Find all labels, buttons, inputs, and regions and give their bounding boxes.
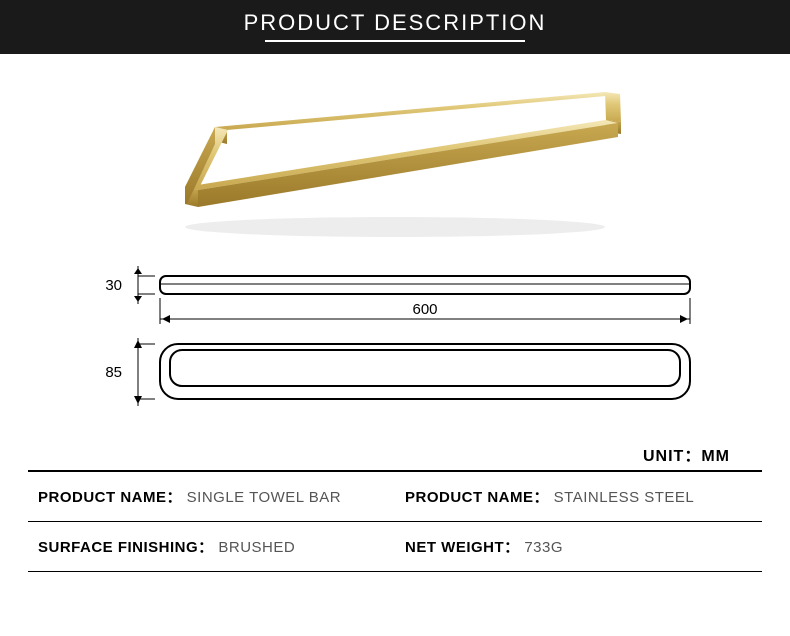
unit-row: UNIT：MM: [0, 434, 790, 470]
dimension-drawing-svg: 30 600 85: [60, 264, 730, 429]
technical-drawing: 30 600 85: [0, 254, 790, 434]
unit-value: MM: [701, 448, 730, 465]
spec-value: STAINLESS STEEL: [554, 489, 695, 506]
table-row: SURFACE FINISHING： BRUSHED NET WEIGHT： 7…: [28, 522, 762, 572]
spec-value: SINGLE TOWEL BAR: [187, 489, 341, 506]
dim-length: 600: [412, 301, 437, 318]
spec-label: NET WEIGHT：: [405, 539, 520, 556]
header-underline: [265, 40, 525, 42]
unit-label: UNIT：: [643, 448, 701, 465]
table-row: PRODUCT NAME： SINGLE TOWEL BAR PRODUCT N…: [28, 472, 762, 522]
spec-cell: SURFACE FINISHING： BRUSHED: [28, 522, 395, 571]
spec-cell: NET WEIGHT： 733G: [395, 522, 762, 571]
header-bar: PRODUCT DESCRIPTION: [0, 0, 790, 54]
spec-cell: PRODUCT NAME： SINGLE TOWEL BAR: [28, 472, 395, 521]
spec-label: PRODUCT NAME：: [405, 489, 549, 506]
dim-height: 30: [105, 277, 122, 294]
spec-cell: PRODUCT NAME： STAINLESS STEEL: [395, 472, 762, 521]
spec-value: 733G: [524, 539, 563, 556]
header-title: PRODUCT DESCRIPTION: [0, 10, 790, 36]
spec-table: PRODUCT NAME： SINGLE TOWEL BAR PRODUCT N…: [28, 470, 762, 572]
product-render: [0, 54, 790, 254]
towel-bar-svg: [155, 82, 635, 252]
spec-label: SURFACE FINISHING：: [38, 539, 214, 556]
dim-depth: 85: [105, 364, 122, 381]
spec-value: BRUSHED: [218, 539, 295, 556]
spec-label: PRODUCT NAME：: [38, 489, 182, 506]
